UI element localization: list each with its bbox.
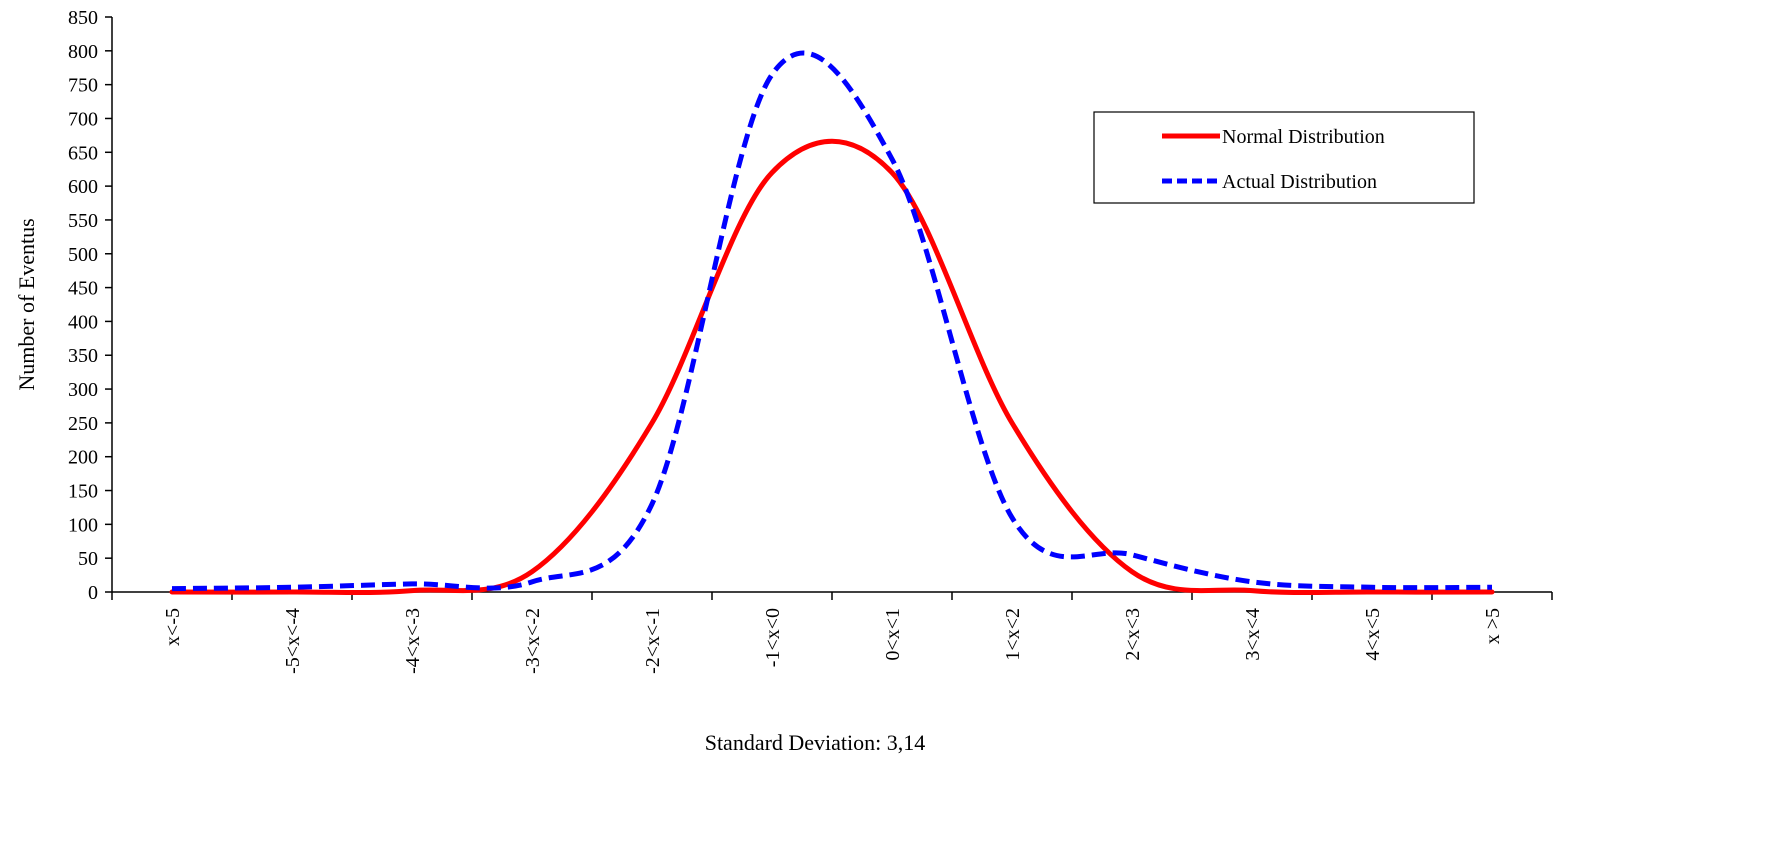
y-tick-label: 550 bbox=[68, 210, 98, 232]
x-tick-label: 1<x<2 bbox=[1002, 608, 1024, 661]
y-tick-label: 450 bbox=[68, 278, 98, 300]
y-tick-label: 700 bbox=[68, 108, 98, 130]
legend: Normal Distribution Actual Distribution bbox=[1093, 111, 1475, 204]
y-axis: 0 50 100 150 200 250 300 350 400 450 500 550 600 650 7… bbox=[68, 7, 113, 604]
y-tick-label: 800 bbox=[68, 41, 98, 63]
x-tick-label: x<-5 bbox=[162, 608, 184, 646]
y-tick-label: 350 bbox=[68, 345, 98, 367]
x-tick-label: x >5 bbox=[1482, 608, 1504, 644]
x-tick-label: 3<x<4 bbox=[1242, 608, 1264, 661]
x-tick-label: -3<x<-2 bbox=[522, 608, 544, 674]
x-tick-label: -2<x<-1 bbox=[642, 608, 664, 674]
actual-distribution-line bbox=[171, 50, 1493, 592]
x-axis: x<-5 -5<x<-4 -4<x<-3 -3<x<-2 -2<x<-1 -1<x<0 0<… bbox=[111, 591, 1553, 674]
x-tick-label: 4<x<5 bbox=[1362, 608, 1384, 661]
y-tick-label: 500 bbox=[68, 244, 98, 266]
y-tick-label: 650 bbox=[68, 142, 98, 164]
x-tick-label: -5<x<-4 bbox=[282, 608, 304, 674]
series-lines bbox=[169, 50, 1495, 596]
y-tick-label: 300 bbox=[68, 379, 98, 401]
y-axis-title: Number of Eventus bbox=[14, 218, 39, 390]
y-tick-label: 400 bbox=[68, 311, 98, 333]
y-tick-label: 50 bbox=[78, 548, 98, 570]
normal-distribution-line bbox=[169, 138, 1495, 596]
y-tick-label: 600 bbox=[68, 176, 98, 198]
y-tick-label: 250 bbox=[68, 413, 98, 435]
x-tick-label: 2<x<3 bbox=[1122, 608, 1144, 661]
legend-box bbox=[1093, 111, 1475, 204]
x-axis-title: Standard Deviation: 3,14 bbox=[705, 730, 926, 755]
y-tick-label: 850 bbox=[68, 7, 98, 29]
x-tick-label: 0<x<1 bbox=[882, 608, 904, 661]
x-tick-label: -1<x<0 bbox=[762, 608, 784, 667]
y-tick-label: 750 bbox=[68, 75, 98, 97]
x-tick-label: -4<x<-3 bbox=[402, 608, 424, 674]
y-tick-label: 200 bbox=[68, 447, 98, 469]
y-tick-label: 150 bbox=[68, 481, 98, 503]
legend-label: Normal Distribution bbox=[1222, 126, 1385, 148]
y-tick-label: 100 bbox=[68, 514, 98, 536]
legend-label: Actual Distribution bbox=[1222, 171, 1377, 193]
y-tick-label: 0 bbox=[88, 582, 98, 604]
